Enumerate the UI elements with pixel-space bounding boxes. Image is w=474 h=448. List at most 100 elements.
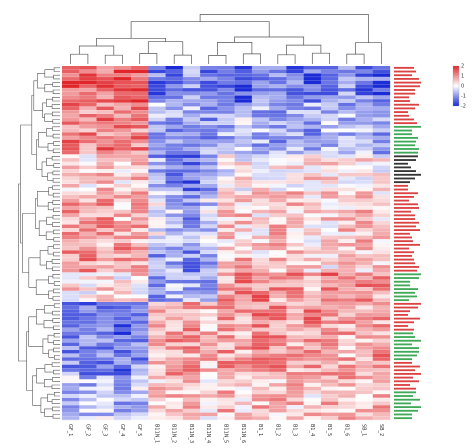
heatmap-cell [165,346,183,351]
heatmap-cell [96,320,114,325]
heatmap-cell [148,386,166,391]
heatmap-cell [200,386,218,391]
heatmap-cell [320,180,339,185]
heatmap-cell [269,361,287,365]
heatmap-cell [182,88,201,92]
heatmap-cell [355,99,373,104]
row-label [394,288,418,291]
heatmap-cell [372,305,391,310]
heatmap-cell [165,361,183,365]
heatmap-cell [251,257,270,262]
heatmap-cell [286,187,304,192]
heatmap-cell [113,147,132,151]
heatmap-cell [251,298,270,303]
row-label [394,406,421,409]
heatmap-cell [269,209,287,214]
heatmap-cell [372,187,391,192]
heatmap-cell [62,88,80,92]
heatmap-cell [355,228,373,233]
heatmap-cell [355,313,373,317]
heatmap-cell [217,283,235,288]
heatmap-cell [148,224,166,229]
row-dendrogram-branch [53,369,60,375]
row-dendrogram-branch [52,178,60,183]
heatmap-cell [79,412,97,417]
heatmap-cell [148,150,166,155]
heatmap-cell [131,327,149,332]
heatmap-cell [217,279,235,284]
heatmap-cell [217,368,235,373]
heatmap-cell [338,88,356,92]
heatmap-cell [131,147,149,151]
heatmap-cell [320,172,339,177]
heatmap-cell [286,298,304,303]
heatmap-cell [113,246,132,251]
row-label [394,336,415,338]
heatmap-cell [303,213,322,218]
heatmap-cell [303,254,322,258]
heatmap-cell [355,320,373,325]
heatmap-cell [338,386,356,391]
heatmap-cell [286,324,304,328]
heatmap-cell [182,84,201,89]
heatmap-cell [148,206,166,210]
heatmap-cell [303,294,322,299]
heatmap-cell [113,113,132,118]
row-label [394,203,418,206]
heatmap-cell [165,283,183,288]
heatmap-cell [165,209,183,214]
heatmap-cell [62,198,80,203]
heatmap-cell [355,386,373,391]
heatmap-cell [200,125,218,129]
heatmap-cell [355,150,373,155]
heatmap-cell [131,375,149,380]
row-label [394,199,409,202]
heatmap-cell [303,268,322,273]
heatmap-cell [234,147,253,151]
heatmap-cell [372,191,391,196]
heatmap-cell [62,254,80,258]
heatmap-cell [200,180,218,185]
heatmap-cell [96,279,114,284]
heatmap-cell [200,375,218,380]
heatmap-cell [338,265,356,269]
heatmap-cell [355,379,373,384]
heatmap-cell [165,110,183,115]
heatmap-cell [96,106,114,111]
column-dendrogram-branch [139,53,158,64]
heatmap-cell [113,357,132,362]
heatmap-cell [62,279,80,284]
heatmap-cell [165,143,183,148]
heatmap-cell [217,298,235,303]
heatmap-cell [217,73,235,78]
heatmap-cell [182,180,201,185]
heatmap-cell [303,327,322,332]
heatmap-cell [338,383,356,387]
heatmap-cell [79,372,97,376]
heatmap-cell [320,125,339,129]
heatmap-cell [62,195,80,199]
heatmap-cell [165,198,183,203]
column-label: GF_4 [119,424,125,436]
heatmap-cell [269,95,287,100]
heatmap-cell [96,202,114,207]
heatmap-cell [148,335,166,340]
heatmap-cell [320,394,339,399]
heatmap-cell [355,184,373,188]
heatmap-cell [200,397,218,402]
heatmap-cell [338,346,356,351]
heatmap-cell [113,261,132,266]
heatmap-cell [113,235,132,240]
heatmap-cell [269,121,287,126]
heatmap-cell [182,154,201,159]
heatmap-cell [338,191,356,196]
heatmap-cell [165,195,183,199]
heatmap-cell [62,327,80,332]
heatmap-cell [148,324,166,328]
heatmap-cell [217,102,235,107]
heatmap-cell [200,246,218,251]
heatmap-cell [234,143,253,148]
heatmap-cell [303,154,322,159]
heatmap-cell [113,80,132,85]
